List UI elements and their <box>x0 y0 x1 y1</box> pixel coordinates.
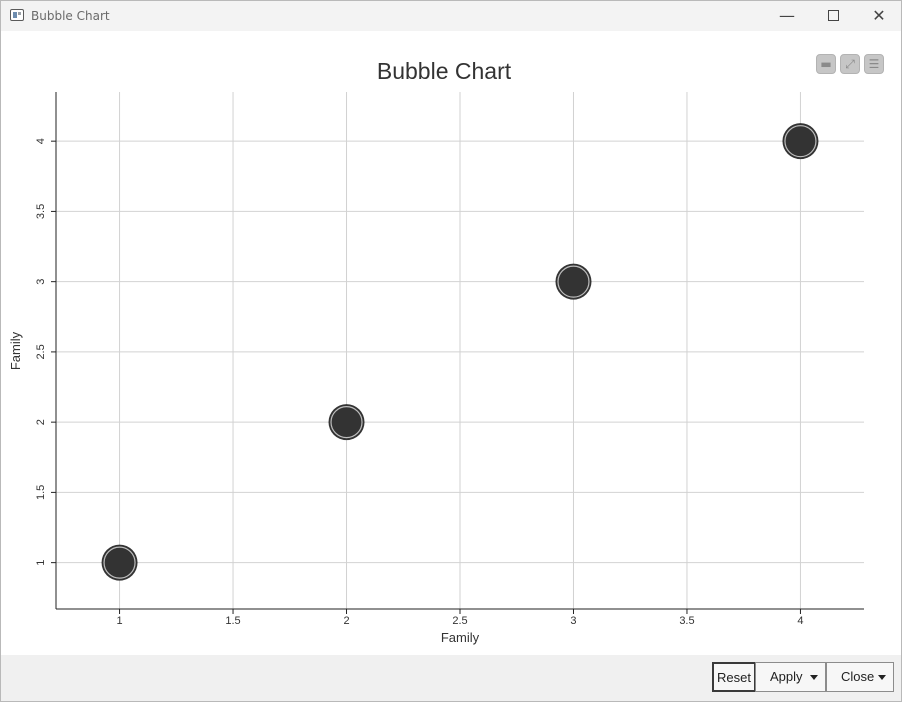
y-tick-label: 3 <box>35 279 47 285</box>
y-tick-label: 1 <box>35 560 47 566</box>
window-title: Bubble Chart <box>31 9 110 23</box>
bubble-chart-plot: 1 1.5 2 2.5 3 3.5 4 1 1.5 2 2.5 3 3.5 4 Family Family <box>8 92 864 645</box>
reset-button[interactable]: Reset <box>712 662 756 692</box>
chart-menu-button[interactable]: ☰ <box>864 54 884 74</box>
axes <box>51 92 864 614</box>
x-tick-label: 2 <box>343 615 349 627</box>
y-tick-label: 4 <box>35 138 47 144</box>
minus-icon: ▬ <box>820 57 832 71</box>
bubble-ring <box>557 265 590 298</box>
bubble[interactable] <box>101 544 138 581</box>
x-tick-label: 1.5 <box>225 615 240 627</box>
y-tick-label: 1.5 <box>35 485 47 500</box>
bubble[interactable] <box>782 123 819 160</box>
close-label: Close <box>841 669 875 684</box>
bubble-ring <box>784 125 817 158</box>
maximize-icon <box>827 9 839 21</box>
y-axis-label: Family <box>8 331 23 370</box>
bubble-ring <box>330 406 363 439</box>
collapse-chart-button[interactable]: ▬ <box>816 54 836 74</box>
minimize-icon: — <box>779 6 795 25</box>
menu-icon: ☰ <box>868 57 880 71</box>
bubble[interactable] <box>328 404 365 441</box>
close-icon: ✕ <box>872 6 886 25</box>
tick-labels: 1 1.5 2 2.5 3 3.5 4 1 1.5 2 2.5 3 3.5 4 <box>35 138 804 627</box>
x-tick-label: 4 <box>797 615 803 627</box>
maximize-button[interactable] <box>810 1 856 31</box>
chart-title: Bubble Chart <box>376 58 512 84</box>
bubbles <box>101 123 819 581</box>
apply-button[interactable]: Apply <box>755 662 826 692</box>
chevron-down-icon <box>810 675 818 680</box>
x-tick-label: 2.5 <box>452 615 467 627</box>
bubble-core <box>786 127 815 156</box>
close-button[interactable]: Close <box>826 662 894 692</box>
title-bar: Bubble Chart — ✕ <box>1 1 901 31</box>
chevron-down-icon <box>878 675 886 680</box>
bubble-core <box>105 548 134 577</box>
expand-chart-button[interactable]: ⤢ <box>840 54 860 74</box>
expand-icon: ⤢ <box>845 57 855 71</box>
y-tick-label: 2.5 <box>35 344 47 359</box>
x-axis-label: Family <box>441 630 480 645</box>
close-window-button[interactable]: ✕ <box>856 1 901 31</box>
bubble[interactable] <box>555 263 592 300</box>
bubble-core <box>559 267 588 296</box>
bubble-ring <box>103 546 136 579</box>
minimize-button[interactable]: — <box>764 1 810 31</box>
y-tick-label: 3.5 <box>35 204 47 219</box>
apply-label: Apply <box>770 669 803 684</box>
bubble-core <box>332 408 361 437</box>
x-tick-label: 1 <box>116 615 122 627</box>
x-tick-label: 3 <box>570 615 576 627</box>
x-tick-label: 3.5 <box>679 615 694 627</box>
y-tick-label: 2 <box>35 419 47 425</box>
grid-lines <box>56 92 864 609</box>
app-icon <box>10 9 24 21</box>
